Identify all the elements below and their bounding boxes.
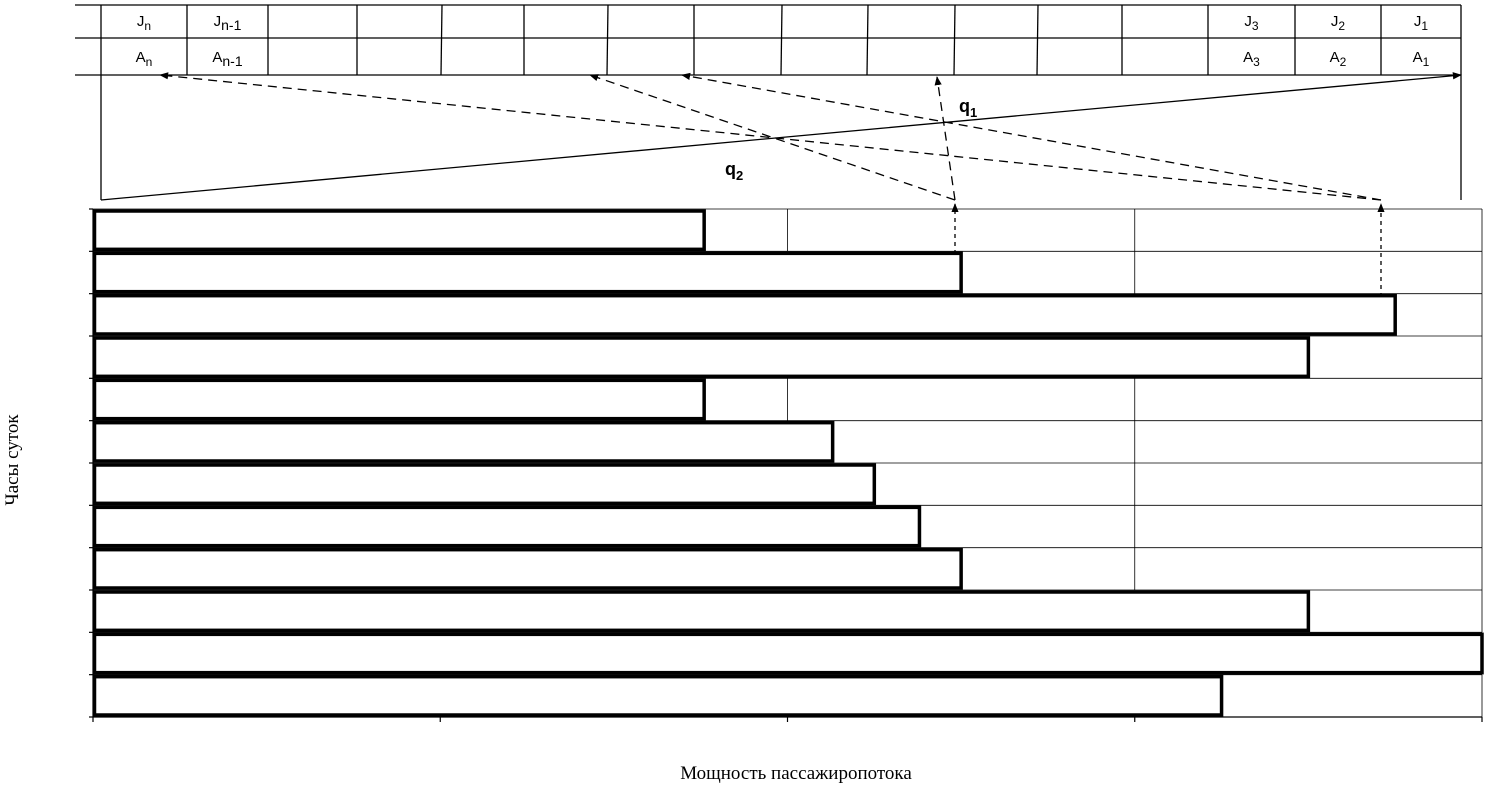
chart-bar — [92, 590, 1311, 633]
table-cell-stop-code: A3 — [1243, 49, 1260, 69]
chart-bar — [92, 420, 835, 463]
stops-table: Jn Jn-1 J3 J2 J1 An An-1 A3 A2 A1 — [75, 4, 1462, 76]
table-cell-stop-label: Jn-1 — [214, 13, 242, 33]
table-column-divider — [440, 4, 443, 76]
chart-bar — [92, 463, 877, 506]
table-cell-stop-label: J2 — [1331, 13, 1346, 33]
y-axis-label: Часы суток — [2, 414, 23, 506]
table-column-divider — [606, 4, 609, 76]
chart-bar — [92, 378, 706, 421]
chart-axes — [89, 208, 1483, 722]
chart-bar — [92, 674, 1224, 717]
table-column-divider — [780, 4, 783, 76]
table-column-divider — [1036, 4, 1039, 76]
table-cell-stop-label: Jn — [137, 13, 151, 33]
chart-bar — [92, 547, 963, 590]
table-cell-stop-label: J1 — [1414, 13, 1429, 33]
table-cell-stop-label: J3 — [1244, 13, 1259, 33]
chart-bar — [92, 209, 706, 252]
table-cell-stop-code: A1 — [1413, 49, 1430, 69]
x-axis-label: Мощность пассажиропотока — [680, 763, 912, 784]
table-cell-stop-code: A2 — [1330, 49, 1347, 69]
chart-bar — [92, 632, 1484, 675]
chart-bar — [92, 293, 1397, 336]
table-column-divider — [866, 4, 869, 76]
dashed-flow-1 — [159, 72, 1382, 201]
table-column-divider — [953, 4, 956, 76]
chart-bars — [92, 209, 1484, 717]
flow-line-q1 — [100, 72, 1462, 201]
dashed-flow-2 — [681, 72, 1382, 201]
dashed-flow-4 — [934, 76, 956, 201]
chart-area — [89, 208, 1484, 722]
table-cell-stop-code: An-1 — [212, 49, 242, 69]
flow-label-q2: q2 — [725, 159, 743, 183]
dashed-flow-3 — [589, 74, 956, 201]
flow-label-q1: q1 — [959, 96, 977, 120]
chart-bar — [92, 336, 1311, 379]
chart-bar — [92, 251, 963, 294]
table-cell-stop-code: An — [136, 49, 153, 69]
chart-bar — [92, 505, 922, 548]
